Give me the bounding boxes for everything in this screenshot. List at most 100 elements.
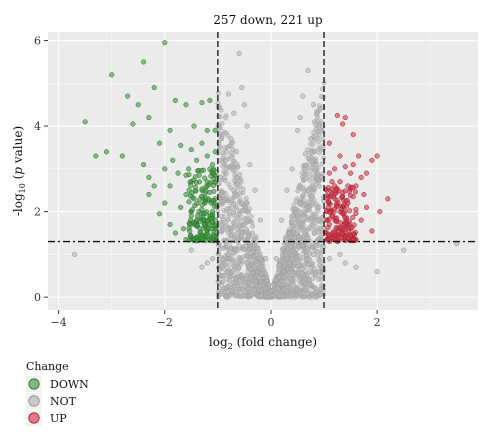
point-not-cloud (224, 145, 230, 150)
point-down (141, 162, 147, 168)
point-not-cloud (288, 276, 293, 282)
point-down-cluster (196, 197, 203, 203)
point-not-cloud (253, 245, 259, 251)
point-not-cloud (289, 291, 295, 297)
point-not-cloud (248, 214, 254, 219)
point-up-cluster (329, 235, 335, 241)
point-up-cluster (330, 213, 336, 219)
point-not (294, 127, 301, 133)
point-not (310, 102, 316, 108)
point-not-cloud (220, 190, 225, 195)
point-not (318, 174, 324, 180)
point-not (249, 230, 255, 236)
point-not-cloud (238, 226, 244, 232)
y-axis-title-italic: p (11, 167, 25, 175)
point-down-cluster (203, 195, 209, 201)
point-not-cloud (301, 223, 306, 229)
point-not-cloud (319, 263, 324, 269)
point-not-cloud (309, 158, 315, 164)
point-not-cloud (220, 198, 226, 204)
point-not (276, 275, 282, 281)
point-down-cluster (192, 203, 198, 209)
point-not-cloud (297, 288, 302, 294)
point-not (316, 268, 322, 275)
point-down-cluster (211, 173, 217, 179)
point-not-cloud (315, 128, 321, 134)
point-up (369, 228, 375, 234)
point-not-cloud (230, 165, 236, 171)
point-not-cloud (289, 224, 295, 230)
point-up (350, 132, 356, 138)
point-down-cluster (211, 166, 217, 172)
point-not (313, 162, 319, 168)
point-not-cloud (290, 212, 296, 218)
point-not-cloud (245, 218, 250, 223)
point-down-cluster (212, 217, 219, 223)
point-not-cloud (312, 119, 317, 124)
point-up-cluster (346, 188, 352, 194)
point-not-cloud (307, 282, 313, 287)
point-not-cloud (242, 208, 248, 214)
point-down (135, 102, 141, 108)
point-not-cloud (241, 293, 247, 299)
point-not (401, 247, 407, 253)
point-up (348, 170, 354, 176)
point-up-cluster (347, 192, 353, 198)
point-not-cloud (293, 216, 299, 222)
point-not-cloud (316, 235, 322, 241)
point-not-cloud (312, 285, 318, 291)
legend-label-down: DOWN (50, 378, 89, 391)
point-not (302, 151, 309, 157)
y-axis-title: -log10 (p value) (11, 126, 27, 216)
legend-label-up: UP (50, 412, 67, 425)
point-not-cloud (229, 198, 235, 204)
point-not-cloud (309, 222, 315, 228)
legend: Change DOWN NOT UP (26, 360, 89, 426)
point-up-cluster (341, 210, 347, 216)
point-not (316, 123, 322, 129)
point-not (342, 260, 348, 266)
point-not-cloud (276, 262, 282, 268)
point-up (374, 153, 380, 159)
point-not-cloud (250, 249, 256, 255)
point-not (228, 136, 234, 142)
point-up (329, 179, 335, 185)
point-not (225, 251, 232, 257)
point-up (361, 191, 367, 198)
point-not-cloud (232, 280, 238, 285)
point-not-cloud (235, 229, 241, 235)
point-not-cloud (308, 215, 314, 221)
point-not-cloud (307, 257, 312, 263)
point-down (119, 153, 125, 159)
point-down (188, 147, 194, 153)
point-not-cloud (284, 285, 290, 290)
point-down-cluster (187, 193, 194, 199)
point-not-cloud (248, 292, 254, 297)
point-not (217, 174, 224, 180)
point-down-cluster (211, 188, 217, 194)
point-up-cluster (334, 215, 340, 221)
point-up (326, 140, 332, 146)
point-down (178, 142, 184, 148)
point-not-cloud (234, 261, 239, 267)
point-not-cloud (224, 171, 229, 176)
point-not-cloud (302, 281, 308, 287)
point-not-cloud (244, 252, 250, 258)
point-not (241, 102, 247, 108)
point-not (265, 281, 271, 287)
point-down (194, 157, 200, 163)
point-not-cloud (311, 130, 316, 136)
point-not-cloud (243, 239, 249, 245)
x-axis-title-subscript: 2 (228, 342, 233, 351)
point-not-cloud (309, 291, 315, 297)
y-axis-title-subscript: 10 (18, 183, 27, 193)
point-not-cloud (224, 222, 230, 228)
legend-label-not: NOT (50, 395, 77, 408)
point-up (340, 121, 346, 127)
point-not-cloud (242, 288, 248, 293)
point-down-cluster (204, 218, 210, 224)
point-not-cloud (307, 177, 313, 183)
point-not-cloud (301, 231, 307, 237)
point-not (247, 162, 253, 168)
point-down-cluster (210, 198, 216, 204)
